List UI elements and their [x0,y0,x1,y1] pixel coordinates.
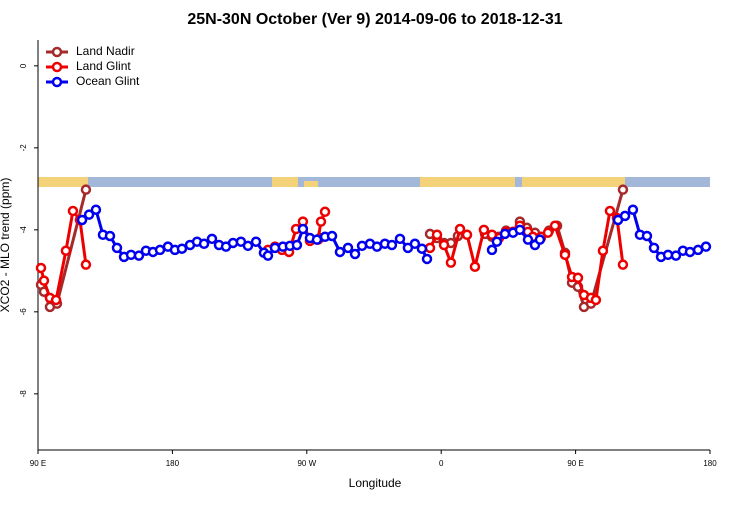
point [334,246,346,258]
point [590,294,602,306]
point [242,240,254,252]
y-axis-label: XCO2 - MLO trend (ppm) [0,178,12,313]
y-tick-label: -2 [19,144,28,152]
point [311,234,323,245]
point [416,243,428,254]
point [478,224,490,236]
chart-title: 25N-30N October (Ver 9) 2014-09-06 to 20… [187,11,562,28]
y-tick-label: -8 [19,390,28,398]
point [469,261,481,272]
x-tick-label: 90 W [297,459,316,468]
y-tick-label: -4 [19,226,28,234]
point [315,216,327,227]
point [176,243,188,254]
point [499,228,511,240]
point [641,230,653,242]
point [269,242,281,254]
point [80,184,92,195]
legend-label: Land Nadir [76,44,135,58]
point [349,248,361,260]
point [35,262,47,274]
point [198,238,210,250]
point [648,242,660,254]
point [522,234,534,245]
point [83,209,95,220]
point [559,249,571,261]
point [111,242,123,254]
point [684,246,696,258]
point [394,233,406,245]
point [250,236,262,247]
point [486,244,498,256]
ocean-band [38,177,710,187]
point [572,272,584,284]
legend-label: Ocean Glint [76,74,140,88]
land-band [272,177,298,187]
point [319,206,331,218]
point [461,229,473,240]
legend-marker [51,76,63,88]
x-tick-label: 180 [703,459,717,468]
point [38,275,50,286]
point [386,239,398,251]
x-tick-label: 90 E [567,459,583,468]
point [326,230,338,242]
point [206,233,218,245]
point [597,245,609,256]
land-band [522,177,625,187]
legend-marker [51,61,63,73]
point [700,241,712,252]
point [60,245,72,256]
land-band [420,177,515,187]
point [90,204,102,215]
point [76,214,88,226]
point [421,253,433,265]
point [542,227,554,238]
x-tick-label: 0 [439,459,444,468]
y-tick-label: -6 [19,308,28,316]
point [431,229,443,240]
point [617,259,629,270]
point [133,250,145,261]
point [514,224,526,236]
point [342,242,354,254]
point [409,238,421,250]
point [549,220,561,231]
point [80,259,92,270]
y-tick-label: 0 [19,63,28,68]
point [534,234,546,245]
land-band [304,181,318,187]
point [50,294,62,306]
point [424,242,436,254]
x-tick-label: 180 [166,459,180,468]
point [604,205,616,217]
point [104,230,116,242]
land-band [38,177,88,187]
x-axis-label: Longitude [349,476,402,490]
point [454,223,466,235]
legend-marker [51,46,63,58]
point [627,204,639,215]
point [438,239,450,251]
point [619,210,631,222]
point [445,257,457,268]
point [617,184,629,195]
point [227,237,239,249]
point [491,236,503,247]
land-ocean-strip [38,177,710,187]
legend-label: Land Glint [76,59,131,73]
point [297,223,309,235]
point [262,250,274,261]
x-tick-label: 90 E [30,459,46,468]
point [670,250,682,261]
point [291,239,303,251]
point [67,205,79,217]
